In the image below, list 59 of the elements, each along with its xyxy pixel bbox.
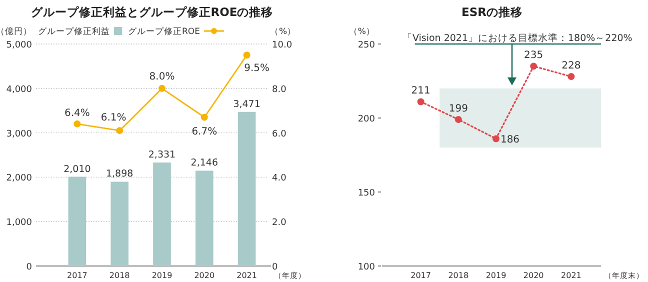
legend-label: グループ修正利益	[38, 26, 110, 37]
point	[492, 135, 500, 142]
title: グループ修正利益とグループ修正ROEの推移	[30, 5, 274, 19]
y2tick: 4.0	[272, 174, 286, 184]
data-label: 228	[562, 60, 581, 72]
y2tick: 0	[272, 262, 278, 272]
ytick: 200	[358, 114, 375, 124]
point	[417, 98, 424, 106]
xtick: 2019	[486, 271, 506, 280]
point	[530, 62, 538, 70]
xtick: 2021	[561, 271, 582, 280]
ytick: 100	[358, 262, 375, 272]
point	[200, 114, 208, 121]
xtick: 2019	[152, 271, 172, 280]
data-label: 1,898	[106, 168, 134, 180]
data-label: 6.7%	[192, 126, 218, 138]
ytick: 250	[358, 40, 375, 50]
y2tick: 2.0	[272, 218, 286, 228]
xtick: 2020	[523, 271, 544, 280]
y2tick: 10.0	[272, 40, 292, 50]
legend-label: グループ修正ROE	[128, 26, 200, 37]
ylabel: （%）	[348, 27, 375, 37]
ylabel: （億円）	[0, 27, 32, 37]
xtick: 2018	[109, 271, 130, 280]
xtick: 2021	[236, 271, 257, 280]
data-label: 6.1%	[100, 112, 126, 124]
point	[454, 116, 462, 123]
xtick: 2020	[194, 271, 215, 280]
point	[568, 73, 575, 80]
data-label: 2,010	[64, 164, 91, 175]
y2tick: 6.0	[272, 129, 286, 140]
data-label: 235	[524, 50, 544, 62]
ytick: 4,000	[6, 84, 32, 95]
y2tick: 8.0	[272, 84, 286, 95]
point	[116, 127, 124, 134]
data-label: 9.5%	[244, 63, 270, 74]
xtick: 2017	[410, 271, 431, 280]
data-label: 8.0%	[149, 71, 175, 82]
ytick: 5,000	[6, 40, 32, 50]
data-label: 186	[500, 134, 520, 146]
ytick: 150	[358, 188, 375, 198]
data-label: 211	[411, 86, 430, 97]
ytick: 2,000	[6, 174, 32, 184]
ytick: 1,000	[6, 218, 32, 228]
ytick: 0	[26, 262, 32, 272]
title: ESRの推移	[462, 5, 522, 19]
point	[243, 52, 250, 59]
xtick: 2018	[448, 271, 469, 280]
data-label: 2,146	[190, 158, 218, 169]
ytick: 3,000	[6, 129, 32, 140]
xtick: 2017	[67, 271, 88, 280]
point	[74, 120, 81, 128]
data-label: 199	[448, 103, 468, 114]
y2label: （%）	[270, 27, 296, 37]
point	[158, 84, 166, 92]
data-label: 2,331	[148, 150, 176, 160]
annotation: 「Vision 2021」における目標水準：180%～220%	[402, 33, 632, 44]
data-label: 6.4%	[64, 108, 90, 119]
data-label: 3,471	[233, 98, 260, 110]
